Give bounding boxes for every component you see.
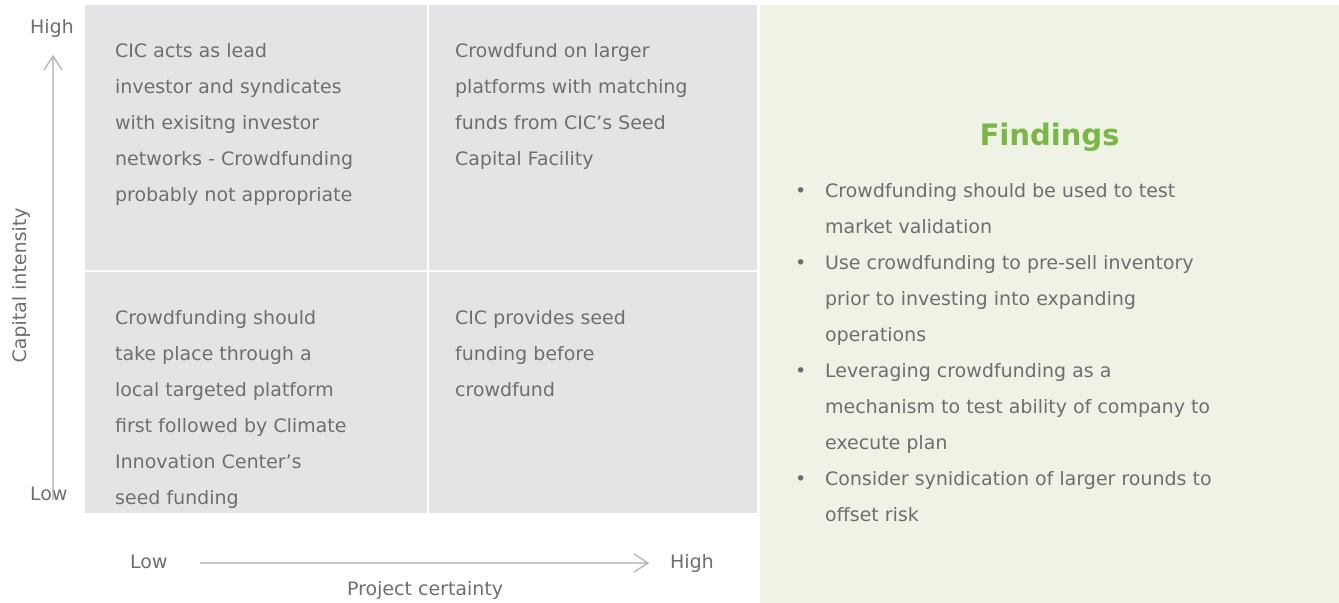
finding-line: offset risk — [825, 504, 919, 526]
quadrant-line: Crowdfund on larger — [455, 40, 650, 62]
quadrant: Crowdfunding should take place through a l… — [85, 272, 427, 513]
quadrant-line: funding before — [455, 343, 595, 365]
quadrant-line: CIC provides seed — [455, 307, 626, 329]
quadrant-line: Capital Facility — [455, 148, 594, 170]
finding-line: Leveraging crowdfunding as a — [825, 360, 1112, 382]
quadrant: Crowdfund on larger platforms with matchi… — [429, 5, 757, 270]
y-high: High — [30, 16, 74, 38]
quadrant-line: seed funding — [115, 487, 239, 509]
quadrant-line: take place through a — [115, 343, 312, 365]
x-axis-label: Project certainty — [346, 578, 504, 600]
finding-line: prior to investing into expanding — [825, 288, 1136, 310]
quadrant-line: funds from CIC’s Seed — [455, 112, 666, 134]
x-high: High — [670, 551, 714, 573]
findings-panel: Findings Crowdfunding should be used to … — [760, 5, 1339, 603]
quadrant-line: first followed by Climate — [115, 415, 347, 437]
finding-line: execute plan — [825, 432, 948, 454]
finding-line: market validation — [825, 216, 993, 238]
quadrant-line: Crowdfunding should — [115, 307, 317, 329]
quadrant: CIC acts as lead investor and syndicates w… — [85, 5, 427, 270]
quadrant-line: local targeted platform — [115, 379, 334, 401]
quadrant-line: crowdfund — [455, 379, 555, 401]
quadrant-line: with exisitng investor — [115, 112, 320, 134]
quadrant-line: networks - Crowdfunding — [115, 148, 354, 170]
finding-line: Consider synidication of larger rounds t… — [825, 468, 1212, 490]
finding-line: operations — [825, 324, 927, 346]
finding-item: Use crowdfunding to pre-sell inventory pr… — [795, 245, 1212, 353]
finding-line: mechanism to test ability of company to — [825, 396, 1211, 418]
x-arrow-head — [633, 553, 650, 573]
finding-item: Consider synidication of larger rounds t… — [795, 461, 1212, 533]
quadrant-line: probably not appropriate — [115, 184, 353, 206]
y-low: Low — [30, 483, 68, 505]
axes-arrows — [43, 54, 650, 573]
quadrant: CIC provides seed funding before crowdfund — [429, 272, 757, 513]
finding-item: Crowdfunding should be used to test marke… — [795, 173, 1212, 245]
x-low: Low — [130, 551, 168, 573]
y-arrow-head — [43, 54, 63, 71]
quadrant-line: CIC acts as lead — [115, 40, 267, 62]
finding-line: Crowdfunding should be used to test — [825, 180, 1176, 202]
quadrant-line: investor and syndicates — [115, 76, 342, 98]
finding-line: Use crowdfunding to pre-sell inventory — [825, 252, 1194, 274]
quadrant-line: Innovation Center’s — [115, 451, 302, 473]
finding-item: Leveraging crowdfunding as a mechanism to… — [795, 353, 1212, 461]
quadrant-line: platforms with matching — [455, 76, 688, 98]
findings-list: Crowdfunding should be used to test marke… — [795, 173, 1212, 533]
findings-title: Findings — [979, 118, 1120, 152]
